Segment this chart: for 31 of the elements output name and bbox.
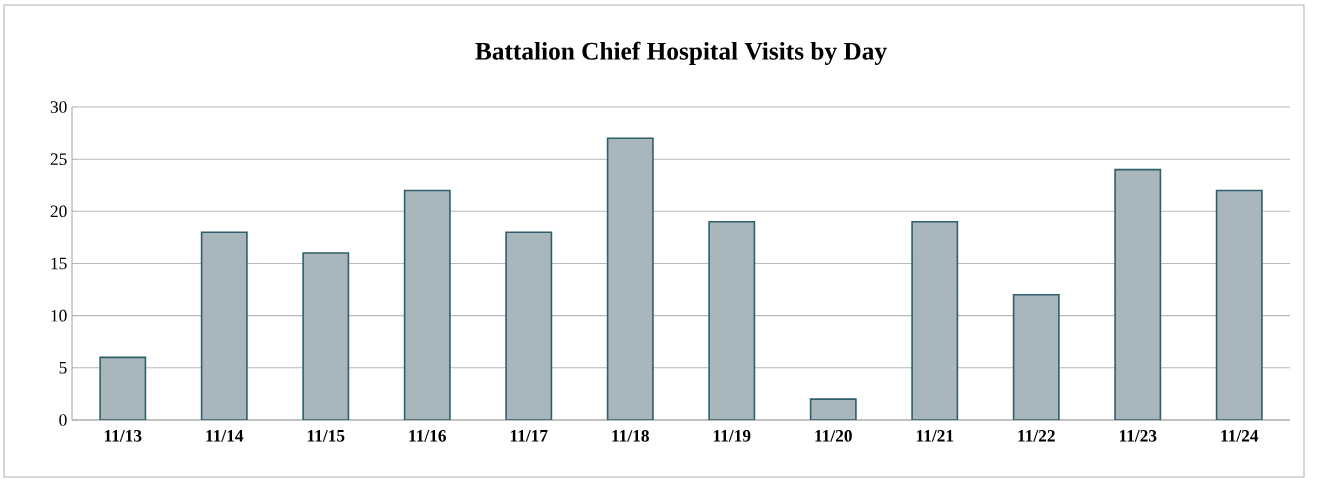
bar bbox=[1215, 189, 1263, 420]
x-tick-label: 11/19 bbox=[713, 430, 751, 442]
y-tick-label: 20 bbox=[50, 205, 67, 218]
y-tick-label: 10 bbox=[51, 309, 67, 322]
x-tick-label: 11/15 bbox=[307, 430, 345, 442]
bar bbox=[403, 189, 451, 420]
x-tick-label: 11/17 bbox=[510, 430, 548, 442]
x-tick-label: 11/24 bbox=[1221, 430, 1259, 442]
y-tick-label: 15 bbox=[51, 257, 67, 270]
bar bbox=[1114, 168, 1162, 420]
y-tick-label: 25 bbox=[50, 153, 67, 165]
y-tick-label: 30 bbox=[50, 101, 67, 113]
x-tick-label: 11/23 bbox=[1119, 430, 1157, 442]
x-tick-label: 11/22 bbox=[1018, 430, 1055, 442]
bar bbox=[302, 252, 350, 420]
bar bbox=[99, 356, 147, 420]
x-tick-label: 11/16 bbox=[409, 430, 447, 442]
x-tick-label: 11/18 bbox=[612, 430, 649, 442]
y-tick-label: 5 bbox=[59, 362, 67, 374]
bar bbox=[911, 220, 959, 420]
bar bbox=[200, 231, 248, 420]
x-tick-label: 11/13 bbox=[104, 430, 142, 442]
x-tick-label: 11/14 bbox=[206, 430, 244, 442]
x-tick-label: 11/20 bbox=[815, 430, 852, 442]
bar bbox=[708, 220, 756, 420]
x-tick-label: 11/21 bbox=[916, 430, 954, 442]
bar bbox=[1012, 293, 1060, 420]
chart-title: Battalion Chief Hospital Visits by Day bbox=[475, 41, 887, 65]
bar bbox=[505, 231, 553, 420]
bar bbox=[606, 137, 654, 420]
y-tick-label: 0 bbox=[59, 414, 67, 426]
